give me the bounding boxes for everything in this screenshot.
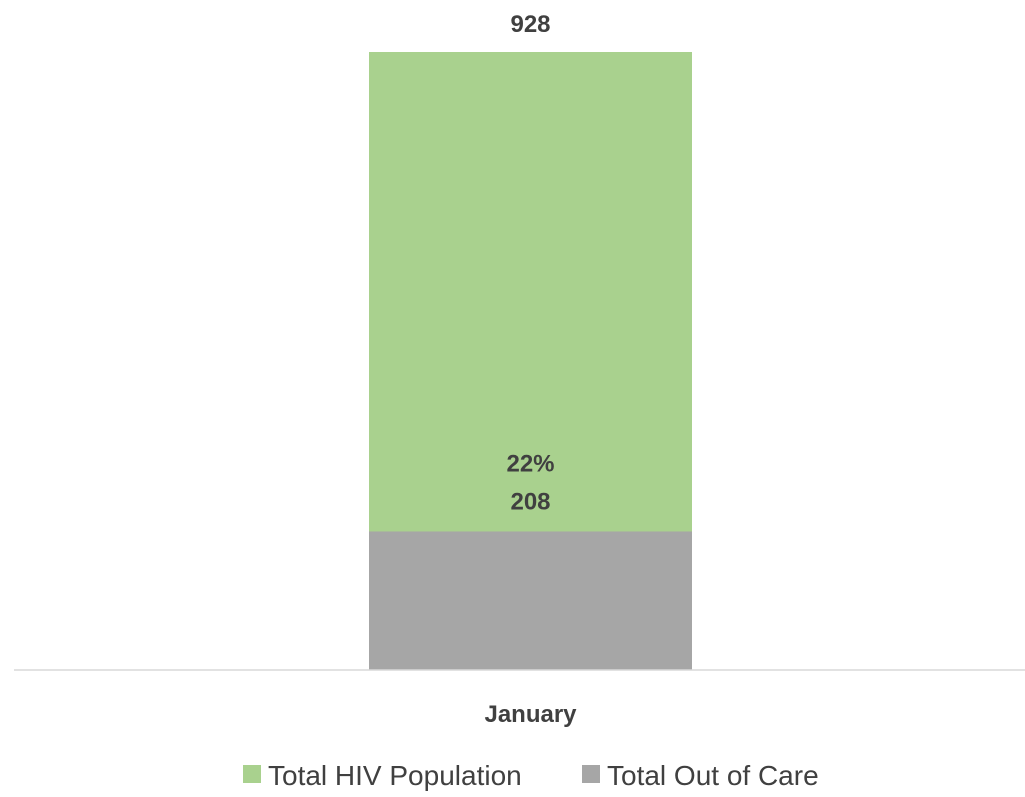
bar-total-out-of-care	[369, 531, 692, 670]
legend: Total HIV Population Total Out of Care	[243, 760, 819, 791]
legend-label-total-hiv-population: Total HIV Population	[268, 760, 522, 791]
data-label-total: 928	[510, 11, 550, 38]
data-label-out-of-care-percent: 22%	[506, 450, 554, 477]
data-label-out-of-care-value: 208	[510, 488, 550, 515]
bar-group	[369, 52, 692, 670]
legend-swatch-total-out-of-care	[582, 765, 600, 783]
legend-swatch-total-hiv-population	[243, 765, 261, 783]
x-tick-label-january: January	[484, 701, 577, 728]
legend-label-total-out-of-care: Total Out of Care	[607, 760, 819, 791]
